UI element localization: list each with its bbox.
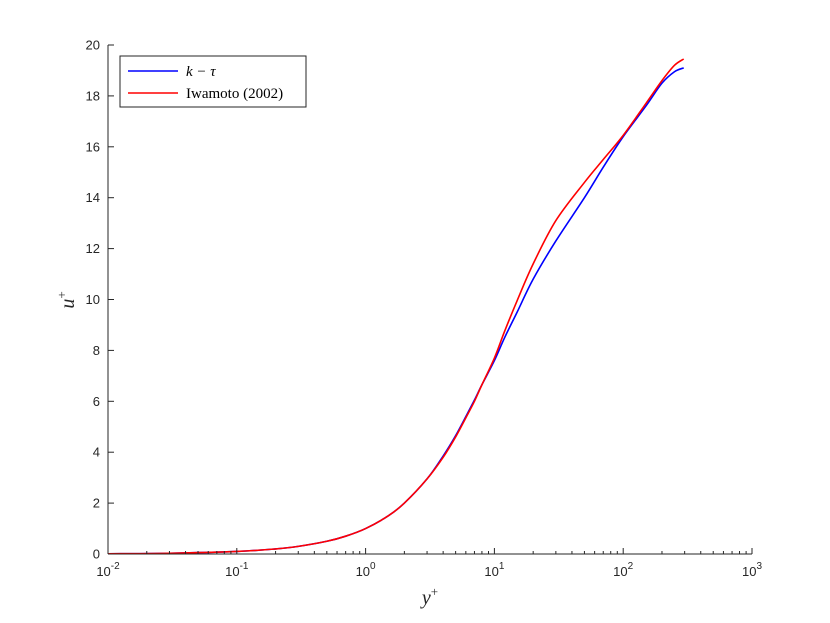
x-tick-label: 102: [613, 561, 633, 579]
plot-area: [108, 45, 752, 554]
x-axis-label: y+: [420, 584, 438, 609]
x-tick-label: 10-1: [225, 561, 249, 579]
x-tick-label: 103: [742, 561, 762, 579]
series-layer: [107, 58, 685, 555]
x-tick-label-base: 10: [225, 564, 239, 579]
x-tick-label-base: 10: [742, 564, 756, 579]
y-tick-label: 8: [93, 343, 100, 358]
y-axis-label-sup: +: [54, 291, 69, 298]
y-axis-label: u+: [54, 291, 79, 308]
y-tick-label: 14: [86, 190, 100, 205]
legend-label-iwamoto: Iwamoto (2002): [186, 86, 283, 102]
x-tick-label-exp: 2: [628, 561, 634, 572]
x-tick-label-base: 10: [96, 564, 110, 579]
x-tick-label-exp: -2: [111, 561, 120, 572]
series-line-1: [107, 58, 685, 555]
x-tick-label-base: 10: [356, 564, 370, 579]
y-tick-label: 4: [93, 445, 100, 460]
x-tick-label: 100: [356, 561, 376, 579]
x-tick-label: 101: [484, 561, 504, 579]
x-tick-label-base: 10: [613, 564, 627, 579]
y-tick-label: 10: [86, 292, 100, 307]
y-tick-label: 6: [93, 394, 100, 409]
x-tick-label-exp: 0: [370, 561, 376, 572]
x-tick-label-exp: -1: [240, 561, 249, 572]
x-tick-label-base: 10: [484, 564, 498, 579]
y-tick-label: 20: [86, 38, 100, 53]
y-tick-label: 2: [93, 496, 100, 511]
legend-label-k-tau: k − τ: [186, 64, 216, 80]
x-tick-label: 10-2: [96, 561, 120, 579]
x-tick-label-exp: 3: [756, 561, 762, 572]
legend-box: [119, 55, 307, 108]
y-tick-label: 0: [93, 547, 100, 562]
x-tick-label-exp: 1: [499, 561, 505, 572]
y-tick-label: 18: [86, 88, 100, 103]
legend: k − τ Iwamoto (2002): [119, 55, 307, 108]
y-tick-label: 12: [86, 241, 100, 256]
x-axis-label-sup: +: [431, 584, 438, 599]
y-tick-label: 16: [86, 139, 100, 154]
